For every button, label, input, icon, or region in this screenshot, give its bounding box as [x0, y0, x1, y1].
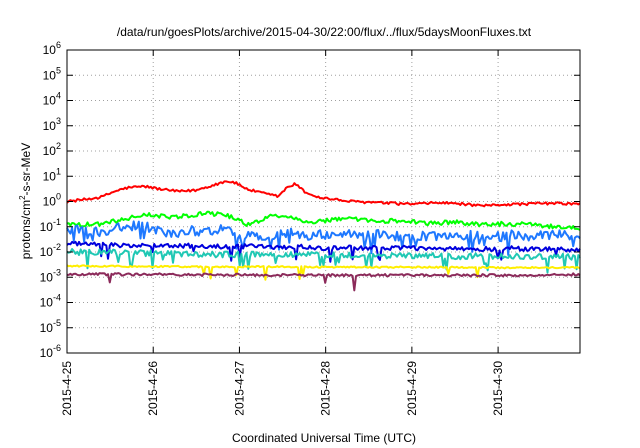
x-tick-label: 2015-4-26 [146, 361, 160, 416]
y-tick-label: 102 [43, 141, 61, 158]
y-tick-label: 104 [43, 91, 61, 108]
y-tick-label: 10-6 [40, 343, 61, 360]
x-tick-label: 2015-4-27 [232, 361, 246, 416]
y-axis-label-superscript: 2 [18, 195, 27, 200]
series-line [66, 210, 581, 231]
y-tick-label: 10-4 [40, 293, 61, 310]
series-line [66, 240, 581, 263]
y-tick-label: 105 [43, 65, 61, 82]
x-tick-label: 2015-4-29 [405, 361, 419, 416]
series-line [66, 264, 581, 281]
x-axis-label: Coordinated Universal Time (UTC) [232, 431, 416, 445]
x-tick-label: 2015-4-28 [319, 361, 333, 416]
y-tick-label: 100 [43, 192, 61, 209]
y-tick-label: 103 [43, 116, 61, 133]
series-line [66, 220, 581, 256]
y-axis-label-part: protons/cm [19, 200, 33, 259]
y-tick-label: 10-3 [40, 267, 61, 284]
series-line [67, 272, 581, 292]
chart-title: /data/run/goesPlots/archive/2015-04-30/2… [117, 25, 532, 39]
x-tick-label: 2015-4-30 [491, 361, 505, 416]
x-axis-ticks: 2015-4-25 2015-4-26 2015-4-27 2015-4-28 2015… [60, 50, 505, 416]
y-axis-ticks: 10-6 10-5 10-4 10-3 10-2 10-1 100 101 102 103 104 1… [40, 40, 580, 360]
y-tick-label: 10-2 [40, 242, 61, 259]
x-tick-label: 2015-4-25 [60, 361, 74, 416]
y-axis-label-part: -s-sr-MeV [19, 143, 33, 196]
series-line [66, 180, 581, 208]
y-tick-label: 10-5 [40, 318, 61, 335]
y-tick-label: 10-1 [40, 217, 61, 234]
grid [67, 50, 580, 353]
series-group [66, 180, 581, 292]
y-tick-label: 101 [43, 166, 61, 183]
y-tick-label: 106 [43, 40, 61, 57]
y-axis-label: protons/cm2-s-sr-MeV [18, 143, 33, 259]
